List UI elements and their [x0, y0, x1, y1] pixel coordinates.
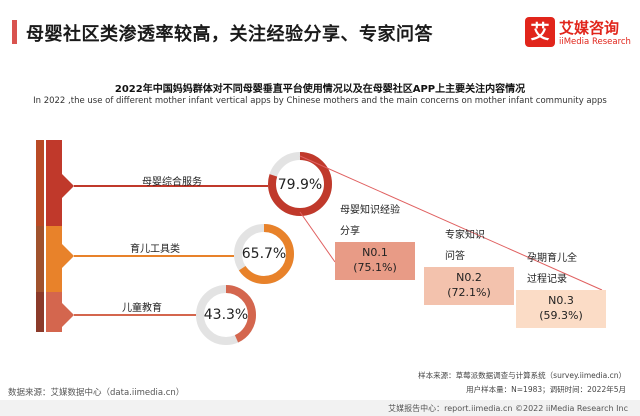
rank-1-value: (75.1%): [353, 261, 397, 274]
fan-line-top: [299, 155, 603, 291]
row-arrow-block-1: [46, 140, 74, 226]
rank-box-2: N0.2 (72.1%): [424, 267, 514, 305]
logo-mark: 艾: [525, 17, 555, 47]
logo-name-en: iiMedia Research: [559, 37, 631, 47]
left-stripe-3: [36, 292, 44, 332]
title-accent-bar: [12, 20, 17, 44]
concern-1-label: 母婴知识经验 分享: [340, 200, 400, 242]
rank-box-1: N0.1 (75.1%): [335, 242, 415, 280]
ring-value-3: 43.3%: [203, 307, 249, 323]
concern-3-label: 孕期育儿全 过程记录: [527, 248, 577, 290]
concern-2-label: 专家知识 问答: [445, 225, 485, 267]
concern-2-line-1: 专家知识: [445, 230, 485, 241]
concern-1-line-1: 母婴知识经验: [340, 205, 400, 216]
donut-arc-3: [196, 285, 256, 345]
report-center: 艾媒报告中心：report.iimedia.cn ©2022 iiMedia R…: [388, 404, 628, 413]
left-stripe-2: [36, 226, 44, 292]
data-source: 数据来源：艾媒数据中心（data.iimedia.cn）: [8, 388, 185, 398]
row-label-2: 育儿工具类: [130, 244, 180, 255]
rank-box-3: N0.3 (59.3%): [516, 290, 606, 328]
chart-title: 2022年中国妈妈群体对不同母婴垂直平台使用情况以及在母婴社区APP上主要关注内…: [114, 84, 526, 95]
chart-subtitle: In 2022 ,the use of different mother inf…: [33, 96, 607, 106]
row-label-1: 母婴综合服务: [142, 177, 202, 188]
left-stripe-1: [36, 140, 44, 226]
concern-2-line-2: 问答: [445, 251, 465, 262]
rank-1: N0.1: [362, 246, 388, 259]
rank-3-value: (59.3%): [539, 309, 583, 322]
concern-3-line-1: 孕期育儿全: [527, 253, 577, 264]
sample-size: 用户样本量：N=1983；调研时间：2022年5月: [466, 385, 626, 394]
rank-3: N0.3: [548, 294, 574, 307]
row-label-3: 儿童教育: [122, 303, 162, 314]
rank-2-value: (72.1%): [447, 286, 491, 299]
fan-line-bottom: [299, 211, 336, 263]
concern-3-line-2: 过程记录: [527, 274, 567, 285]
page-title: 母婴社区类渗透率较高，关注经验分享、专家问答: [26, 24, 433, 45]
donut-arc-2: [234, 224, 294, 284]
iimedia-logo: 艾 艾媒咨询 iiMedia Research: [525, 17, 633, 51]
logo-name-cn: 艾媒咨询: [559, 19, 620, 37]
sample-source: 样本来源：草莓派数据调查与计算系统（survey.iimedia.cn）: [418, 371, 626, 380]
row-arrow-block-3: [46, 292, 74, 332]
ring-value-1: 79.9%: [277, 177, 323, 193]
concern-1-line-2: 分享: [340, 226, 360, 237]
row-arrow-block-2: [46, 226, 74, 292]
rank-2: N0.2: [456, 271, 482, 284]
ring-value-2: 65.7%: [241, 246, 287, 262]
footer-band: [0, 400, 640, 416]
